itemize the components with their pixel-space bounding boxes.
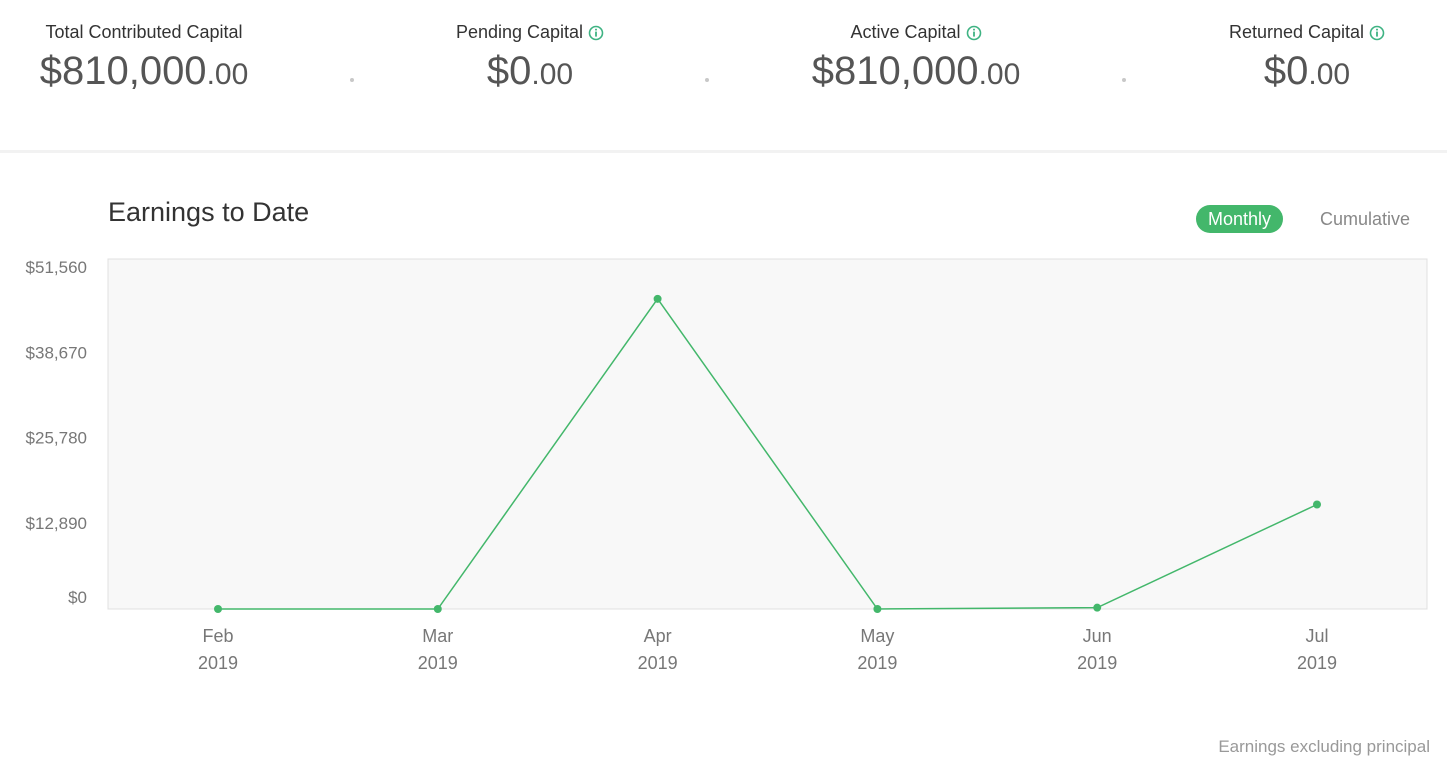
earnings-data-point: [1313, 500, 1321, 509]
stat-value-whole: $0: [1263, 49, 1309, 93]
stat-label-row: Pending Capital: [430, 22, 630, 43]
info-icon[interactable]: [966, 25, 982, 41]
returned-capital-stat: Returned Capital $0.00: [1212, 22, 1402, 94]
stat-label: Pending Capital: [455, 22, 584, 42]
stat-value-whole: $810,000: [39, 49, 207, 93]
stat-value-cents: .00: [1308, 58, 1351, 91]
separator-dot: [705, 78, 709, 82]
stat-value-cents: .00: [206, 58, 249, 91]
x-tick-label-year: 2019: [198, 653, 238, 673]
x-tick-label-year: 2019: [638, 653, 678, 673]
section-divider: [0, 150, 1447, 153]
earnings-data-point: [433, 605, 442, 613]
y-tick-label: $0: [68, 588, 87, 607]
separator-dot: [350, 78, 354, 82]
x-tick-label-month: Jul: [1305, 626, 1328, 646]
cumulative-toggle-button[interactable]: Cumulative: [1320, 209, 1411, 229]
x-tick-label-month: Apr: [644, 626, 672, 646]
stat-label-row: Returned Capital: [1212, 22, 1402, 43]
earnings-data-point: [1093, 603, 1102, 612]
x-tick-label-year: 2019: [857, 653, 897, 673]
earnings-data-point: [214, 605, 222, 613]
y-tick-label: $38,670: [26, 343, 87, 362]
stat-value-whole: $810,000: [811, 49, 979, 93]
x-tick-label-year: 2019: [1077, 653, 1117, 673]
x-tick-label-month: Jun: [1083, 626, 1112, 646]
plot-area: [107, 258, 1428, 610]
x-tick-label-year: 2019: [418, 653, 458, 673]
y-tick-label: $25,780: [26, 429, 87, 448]
total-contributed-capital-stat: Total Contributed Capital $810,000.00: [38, 22, 250, 94]
stat-value-whole: $0: [486, 49, 532, 93]
x-tick-label-month: Mar: [422, 626, 453, 646]
earnings-series-line: [218, 297, 1318, 610]
y-tick-label: $51,560: [26, 258, 87, 277]
stat-value: $0.00: [430, 49, 630, 94]
stat-value: $810,000.00: [38, 49, 250, 94]
info-icon[interactable]: [588, 25, 604, 41]
stat-value: $810,000.00: [806, 49, 1026, 94]
stat-value-cents: .00: [531, 58, 574, 91]
y-tick-label: $12,890: [26, 514, 87, 533]
monthly-toggle-button[interactable]: Monthly: [1196, 205, 1284, 233]
capital-summary: Total Contributed Capital $810,000.00 Pe…: [0, 0, 1447, 150]
earnings-line-chart: $51,560 $38,670 $25,780 $12,890 $0 Feb 2019 Mar…: [26, 258, 1428, 673]
stat-label: Total Contributed Capital: [45, 22, 243, 42]
stat-value-cents: .00: [978, 58, 1021, 91]
x-tick-label-month: Feb: [202, 626, 233, 646]
stat-value: $0.00: [1212, 49, 1402, 94]
x-tick-label-year: 2019: [1297, 653, 1337, 673]
earnings-footnote: Earnings excluding principal: [1218, 737, 1430, 756]
stat-label: Active Capital: [850, 22, 961, 42]
separator-dot: [1122, 78, 1126, 82]
info-icon[interactable]: [1369, 25, 1385, 41]
chart-title: Earnings to Date: [108, 197, 310, 227]
pending-capital-stat: Pending Capital $0.00: [430, 22, 630, 94]
stat-label-row: Active Capital: [806, 22, 1026, 43]
earnings-data-point: [873, 605, 882, 613]
active-capital-stat: Active Capital $810,000.00: [806, 22, 1026, 94]
x-tick-label-month: May: [860, 626, 894, 646]
stat-label: Returned Capital: [1228, 22, 1365, 42]
earnings-data-point: [653, 294, 662, 303]
